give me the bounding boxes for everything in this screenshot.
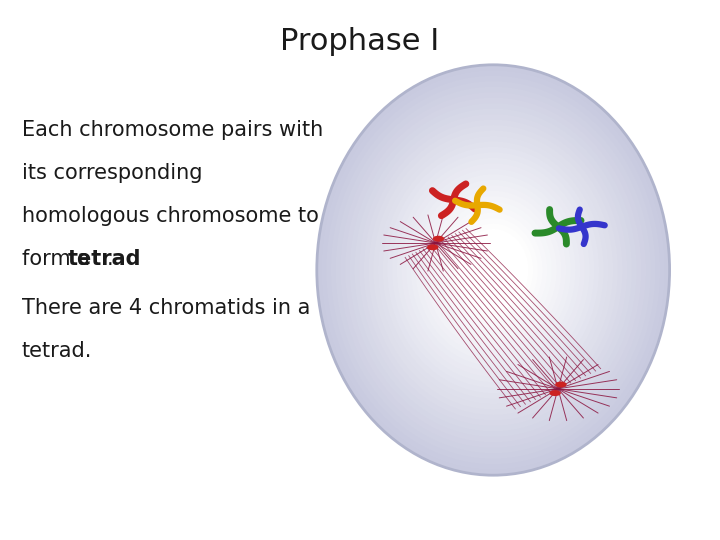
Ellipse shape <box>331 81 655 459</box>
Ellipse shape <box>402 163 585 377</box>
Text: There are 4 chromatids in a: There are 4 chromatids in a <box>22 298 310 318</box>
Text: Prophase I: Prophase I <box>280 27 440 56</box>
Ellipse shape <box>341 92 646 448</box>
Ellipse shape <box>411 174 575 366</box>
Text: Each chromosome pairs with: Each chromosome pairs with <box>22 119 323 140</box>
Text: homologous chromosome to: homologous chromosome to <box>22 206 318 226</box>
Text: tetrad.: tetrad. <box>22 341 92 361</box>
Ellipse shape <box>373 131 613 409</box>
Ellipse shape <box>354 109 632 431</box>
Ellipse shape <box>430 196 557 344</box>
Ellipse shape <box>420 185 566 355</box>
Ellipse shape <box>444 213 543 327</box>
Text: form a: form a <box>22 249 96 269</box>
Ellipse shape <box>406 169 580 371</box>
Text: .: . <box>107 249 114 269</box>
Ellipse shape <box>415 180 571 360</box>
Ellipse shape <box>555 381 567 388</box>
Ellipse shape <box>336 87 651 453</box>
Text: tetrad: tetrad <box>68 249 141 269</box>
Ellipse shape <box>397 158 590 382</box>
Ellipse shape <box>317 65 670 475</box>
Ellipse shape <box>433 235 444 241</box>
Ellipse shape <box>326 76 660 464</box>
Text: its corresponding: its corresponding <box>22 163 202 183</box>
Ellipse shape <box>378 136 608 404</box>
Ellipse shape <box>434 201 552 339</box>
Ellipse shape <box>350 103 636 437</box>
Ellipse shape <box>364 119 623 421</box>
Ellipse shape <box>345 98 642 442</box>
Ellipse shape <box>453 224 534 316</box>
Ellipse shape <box>458 229 528 311</box>
Ellipse shape <box>369 125 618 415</box>
Ellipse shape <box>387 147 599 393</box>
Ellipse shape <box>392 152 594 388</box>
Ellipse shape <box>359 114 627 426</box>
Ellipse shape <box>427 244 438 251</box>
Ellipse shape <box>549 390 561 396</box>
Ellipse shape <box>439 207 547 333</box>
Ellipse shape <box>382 141 604 399</box>
Ellipse shape <box>425 191 562 349</box>
Ellipse shape <box>322 70 665 470</box>
Ellipse shape <box>449 218 538 322</box>
